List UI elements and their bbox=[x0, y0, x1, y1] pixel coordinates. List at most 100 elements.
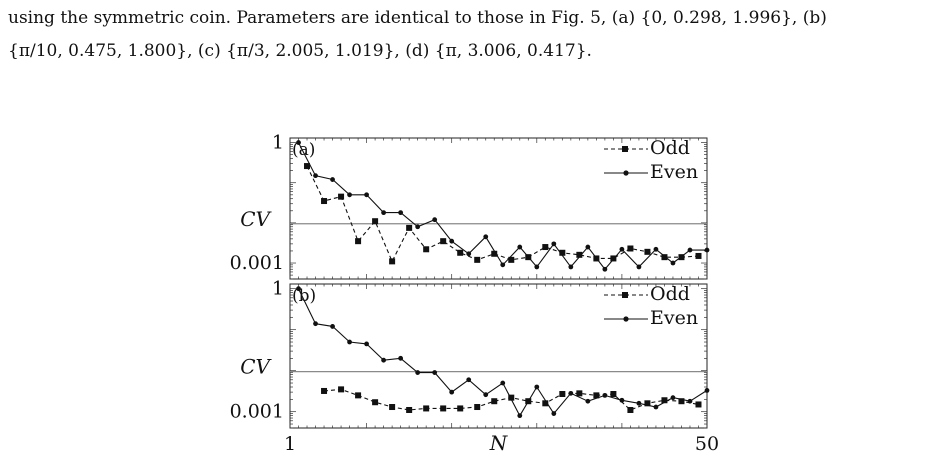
data-point-even bbox=[330, 177, 335, 182]
data-point-even bbox=[704, 388, 710, 393]
data-point-odd bbox=[576, 390, 583, 397]
data-point-even bbox=[296, 140, 301, 145]
data-point-odd bbox=[491, 250, 498, 257]
data-point-odd bbox=[389, 404, 396, 411]
data-point-even bbox=[500, 262, 506, 268]
legend-label-even: Even bbox=[650, 307, 698, 329]
series-line-odd bbox=[306, 165, 699, 263]
x-tick-label: 50 bbox=[695, 433, 719, 455]
y-tick-label: 1 bbox=[272, 132, 284, 154]
y-tick-label: 0.001 bbox=[230, 401, 284, 423]
data-point-odd bbox=[661, 254, 668, 261]
data-point-even bbox=[687, 247, 693, 253]
data-point-even bbox=[653, 404, 659, 410]
y-axis-label: CV bbox=[240, 207, 272, 231]
data-point-even bbox=[313, 173, 318, 179]
data-point-even bbox=[636, 264, 642, 270]
panel-label: (a) bbox=[292, 140, 315, 160]
data-point-even bbox=[568, 264, 574, 270]
data-point-even bbox=[585, 244, 591, 250]
caption-line-2: {π/10, 0.475, 1.800}, (c) {π/3, 2.005, 1… bbox=[8, 41, 592, 61]
data-point-odd bbox=[355, 392, 362, 399]
data-point-even bbox=[432, 370, 438, 375]
data-point-even bbox=[415, 224, 421, 230]
data-point-odd bbox=[406, 406, 413, 413]
data-point-odd bbox=[542, 400, 549, 407]
data-point-odd bbox=[406, 224, 413, 231]
data-point-even bbox=[653, 246, 659, 252]
data-point-even bbox=[483, 234, 489, 240]
data-point-even bbox=[500, 380, 506, 386]
data-point-odd bbox=[372, 399, 379, 406]
data-point-odd bbox=[627, 245, 634, 252]
data-point-odd bbox=[304, 163, 311, 170]
data-point-even bbox=[449, 238, 455, 244]
data-point-odd bbox=[440, 238, 447, 245]
data-point-odd bbox=[321, 387, 328, 394]
data-point-even bbox=[585, 398, 591, 404]
data-point-odd bbox=[457, 405, 464, 412]
figure-caption: using the symmetric coin. Parameters are… bbox=[8, 2, 938, 68]
data-point-even bbox=[347, 192, 352, 198]
data-point-even bbox=[398, 210, 404, 216]
data-point-even bbox=[466, 251, 472, 257]
data-point-even bbox=[517, 413, 523, 419]
data-point-even bbox=[347, 339, 352, 345]
y-tick-label: 1 bbox=[272, 278, 284, 300]
data-point-even bbox=[534, 264, 540, 270]
data-point-even bbox=[636, 400, 642, 406]
caption-line-1: using the symmetric coin. Parameters are… bbox=[8, 8, 827, 28]
legend-label-odd: Odd bbox=[650, 137, 690, 159]
data-point-odd bbox=[695, 401, 702, 408]
data-point-even bbox=[619, 246, 625, 252]
data-point-even bbox=[551, 241, 557, 247]
data-point-odd bbox=[474, 404, 481, 411]
legend-marker-even bbox=[623, 316, 629, 322]
data-point-even bbox=[551, 411, 557, 416]
data-point-even bbox=[534, 384, 540, 390]
data-point-even bbox=[313, 321, 318, 327]
legend-label-even: Even bbox=[650, 161, 698, 183]
data-point-odd bbox=[372, 218, 379, 225]
data-point-odd bbox=[644, 248, 651, 255]
data-point-odd bbox=[695, 252, 702, 259]
data-point-odd bbox=[627, 406, 634, 413]
data-point-odd bbox=[338, 193, 345, 200]
data-point-even bbox=[364, 192, 369, 198]
data-point-even bbox=[432, 217, 438, 223]
data-point-even bbox=[381, 357, 387, 363]
data-point-odd bbox=[576, 251, 583, 258]
x-axis-label: N bbox=[489, 431, 509, 455]
data-point-even bbox=[483, 392, 489, 398]
panel-label: (b) bbox=[292, 286, 316, 306]
data-point-even bbox=[330, 324, 335, 329]
plot-frame bbox=[289, 283, 708, 429]
data-point-odd bbox=[559, 390, 566, 397]
data-point-odd bbox=[678, 398, 685, 405]
data-point-odd bbox=[491, 398, 498, 405]
data-point-even bbox=[364, 341, 369, 347]
data-point-odd bbox=[644, 400, 651, 407]
data-point-even bbox=[296, 286, 301, 292]
data-point-odd bbox=[593, 392, 600, 399]
data-point-odd bbox=[661, 397, 668, 404]
data-point-odd bbox=[423, 246, 430, 253]
legend-marker-odd bbox=[622, 146, 628, 152]
data-point-odd bbox=[440, 405, 447, 412]
data-point-odd bbox=[508, 394, 515, 401]
data-point-odd bbox=[508, 256, 515, 263]
legend-label-odd: Odd bbox=[650, 283, 690, 305]
legend-marker-even bbox=[623, 170, 629, 176]
data-point-odd bbox=[389, 258, 396, 265]
data-point-odd bbox=[457, 249, 464, 256]
data-point-odd bbox=[474, 256, 481, 263]
data-point-even bbox=[415, 370, 421, 375]
data-point-even bbox=[619, 397, 625, 403]
data-point-even bbox=[602, 266, 608, 272]
data-point-odd bbox=[610, 390, 617, 397]
data-point-even bbox=[517, 244, 523, 250]
